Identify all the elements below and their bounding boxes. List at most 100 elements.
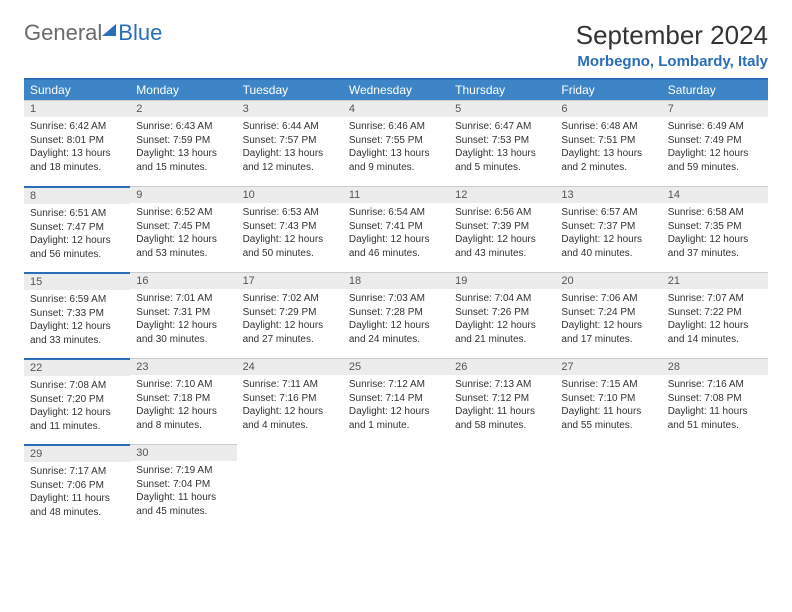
logo-text-general: General — [24, 20, 102, 46]
day-number: 2 — [130, 100, 236, 117]
day-info: Sunrise: 7:02 AMSunset: 7:29 PMDaylight:… — [237, 289, 343, 352]
day-number: 16 — [130, 272, 236, 289]
day-info: Sunrise: 6:54 AMSunset: 7:41 PMDaylight:… — [343, 203, 449, 266]
day-cell: 13Sunrise: 6:57 AMSunset: 7:37 PMDayligh… — [555, 186, 661, 272]
day-number: 26 — [449, 358, 555, 375]
day-cell: 12Sunrise: 6:56 AMSunset: 7:39 PMDayligh… — [449, 186, 555, 272]
day-number: 30 — [130, 444, 236, 461]
empty-cell — [662, 444, 768, 530]
day-cell: 11Sunrise: 6:54 AMSunset: 7:41 PMDayligh… — [343, 186, 449, 272]
day-info: Sunrise: 7:12 AMSunset: 7:14 PMDaylight:… — [343, 375, 449, 438]
day-cell: 10Sunrise: 6:53 AMSunset: 7:43 PMDayligh… — [237, 186, 343, 272]
day-info: Sunrise: 6:48 AMSunset: 7:51 PMDaylight:… — [555, 117, 661, 180]
day-info: Sunrise: 7:16 AMSunset: 7:08 PMDaylight:… — [662, 375, 768, 438]
day-info: Sunrise: 6:49 AMSunset: 7:49 PMDaylight:… — [662, 117, 768, 180]
day-cell: 15Sunrise: 6:59 AMSunset: 7:33 PMDayligh… — [24, 272, 130, 358]
day-number: 23 — [130, 358, 236, 375]
weekday-header: Saturday — [662, 80, 768, 100]
day-cell: 5Sunrise: 6:47 AMSunset: 7:53 PMDaylight… — [449, 100, 555, 186]
day-info: Sunrise: 6:52 AMSunset: 7:45 PMDaylight:… — [130, 203, 236, 266]
day-number: 15 — [24, 272, 130, 290]
day-cell: 14Sunrise: 6:58 AMSunset: 7:35 PMDayligh… — [662, 186, 768, 272]
day-cell: 9Sunrise: 6:52 AMSunset: 7:45 PMDaylight… — [130, 186, 236, 272]
day-info: Sunrise: 6:46 AMSunset: 7:55 PMDaylight:… — [343, 117, 449, 180]
day-cell: 8Sunrise: 6:51 AMSunset: 7:47 PMDaylight… — [24, 186, 130, 272]
location: Morbegno, Lombardy, Italy — [576, 53, 768, 70]
day-number: 7 — [662, 100, 768, 117]
day-info: Sunrise: 7:03 AMSunset: 7:28 PMDaylight:… — [343, 289, 449, 352]
title-block: September 2024 Morbegno, Lombardy, Italy — [576, 20, 768, 70]
day-number: 17 — [237, 272, 343, 289]
day-cell: 19Sunrise: 7:04 AMSunset: 7:26 PMDayligh… — [449, 272, 555, 358]
calendar-grid: SundayMondayTuesdayWednesdayThursdayFrid… — [24, 78, 768, 530]
day-number: 5 — [449, 100, 555, 117]
day-number: 25 — [343, 358, 449, 375]
day-info: Sunrise: 7:11 AMSunset: 7:16 PMDaylight:… — [237, 375, 343, 438]
day-info: Sunrise: 7:13 AMSunset: 7:12 PMDaylight:… — [449, 375, 555, 438]
day-info: Sunrise: 6:56 AMSunset: 7:39 PMDaylight:… — [449, 203, 555, 266]
day-info: Sunrise: 7:08 AMSunset: 7:20 PMDaylight:… — [24, 376, 130, 439]
day-cell: 22Sunrise: 7:08 AMSunset: 7:20 PMDayligh… — [24, 358, 130, 444]
day-number: 10 — [237, 186, 343, 203]
day-info: Sunrise: 7:19 AMSunset: 7:04 PMDaylight:… — [130, 461, 236, 524]
day-number: 12 — [449, 186, 555, 203]
day-cell: 3Sunrise: 6:44 AMSunset: 7:57 PMDaylight… — [237, 100, 343, 186]
weekday-header: Wednesday — [343, 80, 449, 100]
weekday-header: Thursday — [449, 80, 555, 100]
day-cell: 4Sunrise: 6:46 AMSunset: 7:55 PMDaylight… — [343, 100, 449, 186]
day-info: Sunrise: 6:51 AMSunset: 7:47 PMDaylight:… — [24, 204, 130, 267]
day-number: 22 — [24, 358, 130, 376]
day-cell: 20Sunrise: 7:06 AMSunset: 7:24 PMDayligh… — [555, 272, 661, 358]
day-number: 18 — [343, 272, 449, 289]
day-info: Sunrise: 6:43 AMSunset: 7:59 PMDaylight:… — [130, 117, 236, 180]
day-number: 28 — [662, 358, 768, 375]
day-number: 29 — [24, 444, 130, 462]
day-info: Sunrise: 7:10 AMSunset: 7:18 PMDaylight:… — [130, 375, 236, 438]
logo: General Blue — [24, 20, 162, 46]
day-info: Sunrise: 6:47 AMSunset: 7:53 PMDaylight:… — [449, 117, 555, 180]
day-number: 14 — [662, 186, 768, 203]
empty-cell — [237, 444, 343, 530]
day-number: 8 — [24, 186, 130, 204]
day-number: 6 — [555, 100, 661, 117]
day-cell: 1Sunrise: 6:42 AMSunset: 8:01 PMDaylight… — [24, 100, 130, 186]
day-info: Sunrise: 7:15 AMSunset: 7:10 PMDaylight:… — [555, 375, 661, 438]
weekday-header: Tuesday — [237, 80, 343, 100]
day-number: 13 — [555, 186, 661, 203]
day-cell: 18Sunrise: 7:03 AMSunset: 7:28 PMDayligh… — [343, 272, 449, 358]
day-number: 1 — [24, 100, 130, 117]
day-cell: 6Sunrise: 6:48 AMSunset: 7:51 PMDaylight… — [555, 100, 661, 186]
day-number: 21 — [662, 272, 768, 289]
day-number: 4 — [343, 100, 449, 117]
day-cell: 16Sunrise: 7:01 AMSunset: 7:31 PMDayligh… — [130, 272, 236, 358]
day-info: Sunrise: 7:04 AMSunset: 7:26 PMDaylight:… — [449, 289, 555, 352]
day-cell: 24Sunrise: 7:11 AMSunset: 7:16 PMDayligh… — [237, 358, 343, 444]
day-info: Sunrise: 7:06 AMSunset: 7:24 PMDaylight:… — [555, 289, 661, 352]
day-info: Sunrise: 6:57 AMSunset: 7:37 PMDaylight:… — [555, 203, 661, 266]
day-cell: 17Sunrise: 7:02 AMSunset: 7:29 PMDayligh… — [237, 272, 343, 358]
day-cell: 27Sunrise: 7:15 AMSunset: 7:10 PMDayligh… — [555, 358, 661, 444]
month-title: September 2024 — [576, 20, 768, 51]
day-cell: 21Sunrise: 7:07 AMSunset: 7:22 PMDayligh… — [662, 272, 768, 358]
day-info: Sunrise: 6:53 AMSunset: 7:43 PMDaylight:… — [237, 203, 343, 266]
day-number: 3 — [237, 100, 343, 117]
day-cell: 23Sunrise: 7:10 AMSunset: 7:18 PMDayligh… — [130, 358, 236, 444]
logo-text-blue: Blue — [118, 20, 162, 46]
day-info: Sunrise: 6:44 AMSunset: 7:57 PMDaylight:… — [237, 117, 343, 180]
day-number: 20 — [555, 272, 661, 289]
day-cell: 25Sunrise: 7:12 AMSunset: 7:14 PMDayligh… — [343, 358, 449, 444]
header: General Blue September 2024 Morbegno, Lo… — [24, 20, 768, 70]
day-cell: 7Sunrise: 6:49 AMSunset: 7:49 PMDaylight… — [662, 100, 768, 186]
day-info: Sunrise: 7:07 AMSunset: 7:22 PMDaylight:… — [662, 289, 768, 352]
day-number: 24 — [237, 358, 343, 375]
weekday-header: Friday — [555, 80, 661, 100]
day-number: 11 — [343, 186, 449, 203]
day-cell: 28Sunrise: 7:16 AMSunset: 7:08 PMDayligh… — [662, 358, 768, 444]
weekday-header: Sunday — [24, 80, 130, 100]
empty-cell — [449, 444, 555, 530]
day-info: Sunrise: 6:42 AMSunset: 8:01 PMDaylight:… — [24, 117, 130, 180]
day-number: 19 — [449, 272, 555, 289]
day-cell: 29Sunrise: 7:17 AMSunset: 7:06 PMDayligh… — [24, 444, 130, 530]
day-info: Sunrise: 6:59 AMSunset: 7:33 PMDaylight:… — [24, 290, 130, 353]
day-info: Sunrise: 7:17 AMSunset: 7:06 PMDaylight:… — [24, 462, 130, 525]
